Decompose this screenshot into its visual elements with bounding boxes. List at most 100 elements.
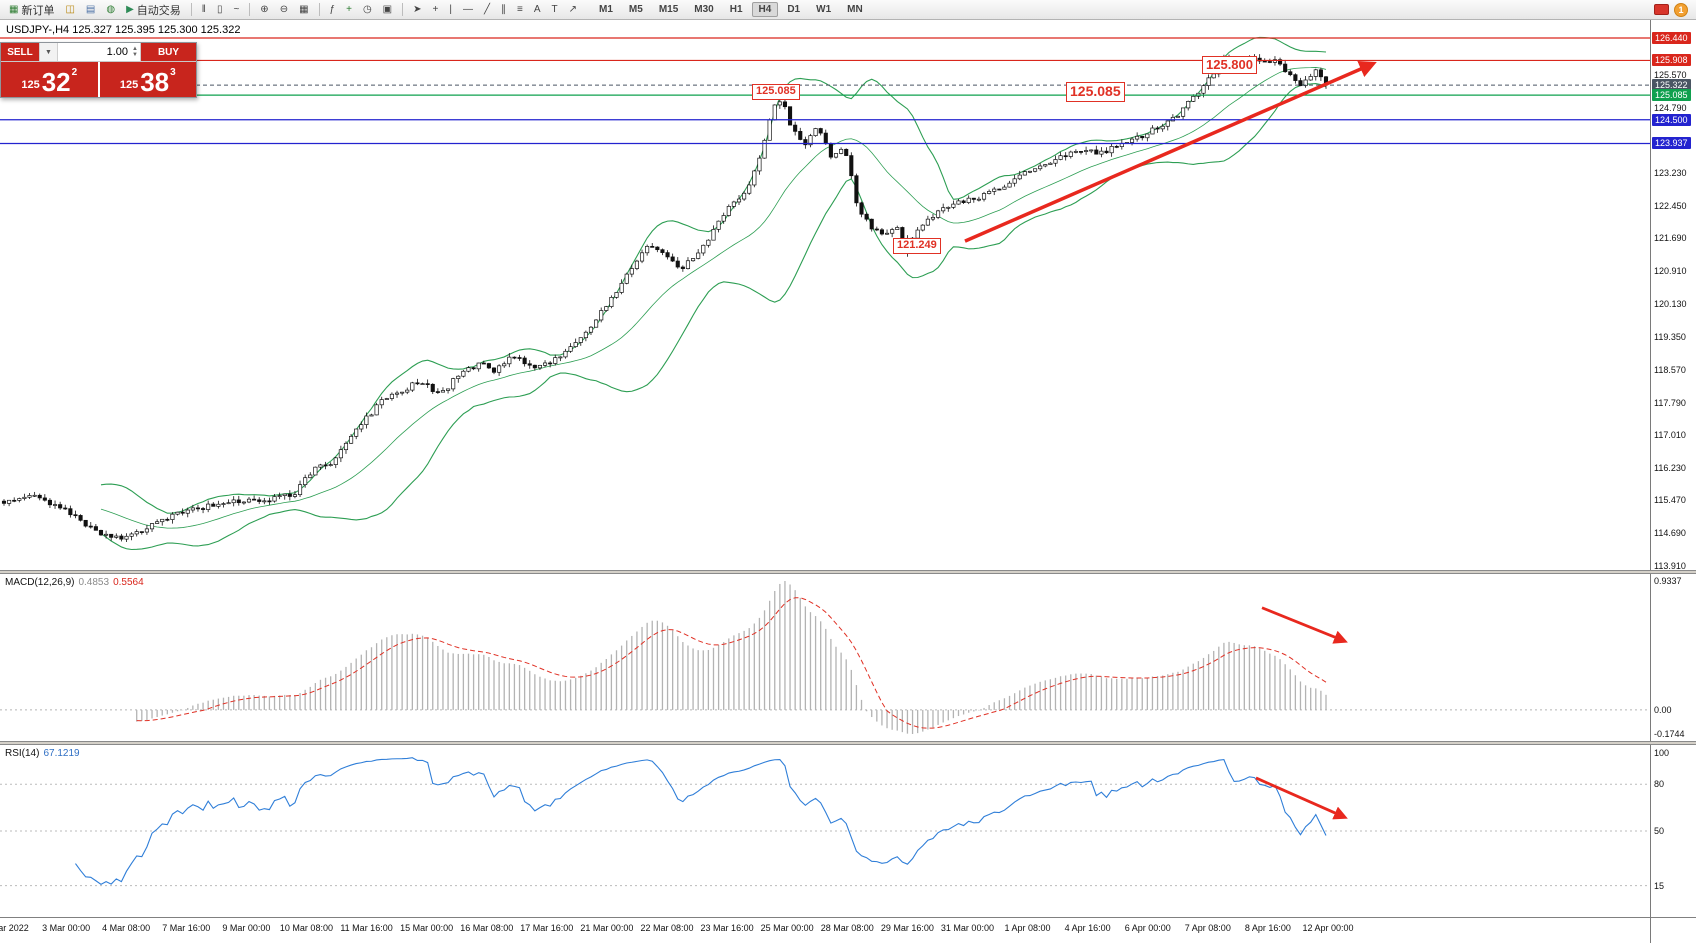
time-label: 9 Mar 00:00 bbox=[222, 923, 271, 933]
timeframe-mn[interactable]: MN bbox=[847, 4, 863, 15]
new-order-button[interactable]: ▦ 新订单 bbox=[4, 1, 59, 18]
text-button[interactable]: A bbox=[529, 1, 546, 18]
bid-integer: 125 bbox=[21, 79, 40, 91]
text-label-button[interactable]: T bbox=[547, 1, 563, 18]
bollinger-middle-line bbox=[100, 67, 1327, 529]
spin-up-icon[interactable]: ▲ bbox=[132, 46, 138, 52]
time-label: 12 Apr 00:00 bbox=[1302, 923, 1354, 933]
notification-badge[interactable]: 1 bbox=[1674, 2, 1688, 17]
time-label: 17 Mar 16:00 bbox=[520, 923, 574, 933]
timeframe-m30[interactable]: M30 bbox=[694, 4, 714, 15]
rsi-tick: 15 bbox=[1654, 880, 1665, 891]
crosshair-icon: + bbox=[432, 3, 439, 15]
price-line-badge: 125.085 bbox=[1652, 89, 1691, 102]
volume-field[interactable]: 1.00 ▲ ▼ bbox=[58, 43, 141, 61]
text-icon: A bbox=[533, 3, 541, 15]
price-chart-panel: USDJPY-,H4 125.327 125.395 125.300 125.3… bbox=[0, 20, 1650, 570]
rsi-chart-svg[interactable] bbox=[0, 745, 1650, 917]
macd-tick: 0.9337 bbox=[1654, 576, 1682, 586]
rsi-scale: 100 80 50 15 bbox=[1651, 745, 1696, 917]
vertical-line-button[interactable]: | bbox=[444, 1, 457, 18]
price-tick: 113.910 bbox=[1654, 561, 1686, 572]
autotrading-button[interactable]: ▶ 自动交易 bbox=[121, 1, 186, 18]
macd-panel: MACD(12,26,9) 0.4853 0.5564 bbox=[0, 574, 1650, 741]
price-tick: 123.230 bbox=[1654, 168, 1687, 179]
chart-candles-icon: ▯ bbox=[216, 3, 223, 15]
timeframe-w1[interactable]: W1 bbox=[816, 4, 832, 15]
candles-series bbox=[1, 54, 1329, 542]
text-label-icon: T bbox=[551, 3, 558, 15]
spin-down-icon[interactable]: ▼ bbox=[132, 52, 138, 58]
add-indicator-button[interactable]: + bbox=[341, 1, 357, 18]
time-label: 1 Apr 08:00 bbox=[1004, 923, 1051, 933]
chart-candles-button[interactable]: ▯ bbox=[212, 1, 228, 18]
ask-pips: 38 bbox=[140, 67, 170, 97]
sell-price[interactable]: 125 32 2 bbox=[1, 62, 98, 97]
price-tick: 119.350 bbox=[1654, 331, 1686, 342]
price-annotation[interactable]: 125.085 bbox=[752, 84, 800, 100]
panel-splitter[interactable] bbox=[0, 741, 1696, 745]
volume-value[interactable]: 1.00 bbox=[106, 46, 129, 58]
price-annotation[interactable]: 125.085 bbox=[1066, 82, 1125, 102]
macd-histogram bbox=[136, 581, 1327, 734]
buy-button[interactable]: BUY bbox=[141, 43, 196, 61]
ask-integer: 125 bbox=[119, 79, 139, 91]
horizontal-line-button[interactable]: — bbox=[458, 1, 478, 18]
cursor-icon: ➤ bbox=[413, 3, 422, 15]
symbol-info: USDJPY-,H4 125.327 125.395 125.300 125.3… bbox=[6, 24, 241, 36]
templates-button[interactable]: ▣ bbox=[378, 1, 397, 18]
price-annotation[interactable]: 125.800 bbox=[1202, 56, 1257, 75]
time-axis[interactable]: 3 Mar 2022 3 Mar 00:00 4 Mar 08:00 7 Mar 16… bbox=[0, 917, 1696, 943]
chart-bars-button[interactable]: ‖ bbox=[197, 1, 211, 18]
periods-button[interactable]: ◷ bbox=[358, 1, 377, 18]
price-tick: 117.010 bbox=[1654, 430, 1686, 441]
profiles-button[interactable]: ▤ bbox=[81, 1, 100, 18]
cursor-button[interactable]: ➤ bbox=[408, 1, 426, 18]
one-click-trading-widget: SELL ▼ 1.00 ▲ ▼ BUY 125 32 2 bbox=[0, 42, 197, 98]
trendline-button[interactable]: ╱ bbox=[479, 1, 495, 18]
time-label: 29 Mar 16:00 bbox=[880, 923, 934, 933]
panel-splitter[interactable] bbox=[0, 570, 1696, 574]
equidistant-channel-icon: ∥ bbox=[501, 3, 506, 15]
chart-region: USDJPY-,H4 125.327 125.395 125.300 125.3… bbox=[0, 20, 1696, 943]
vertical-line-icon: | bbox=[449, 3, 452, 15]
zoom-out-button[interactable]: ⊖ bbox=[275, 1, 293, 18]
volume-preset-dropdown[interactable]: ▼ bbox=[39, 43, 58, 61]
rsi-label: RSI(14) 67.1219 bbox=[5, 748, 80, 759]
indicators-button[interactable]: ƒ bbox=[325, 1, 341, 18]
price-tick: 122.450 bbox=[1654, 201, 1687, 212]
buy-price[interactable]: 125 38 3 bbox=[97, 62, 196, 97]
rsi-tick: 50 bbox=[1654, 826, 1665, 836]
timeframe-h1[interactable]: H1 bbox=[729, 4, 743, 15]
time-label: 15 Mar 00:00 bbox=[400, 923, 454, 933]
chart-line-icon: ~ bbox=[233, 3, 240, 15]
tile-windows-button[interactable]: ▦ bbox=[294, 1, 313, 18]
crosshair-button[interactable]: + bbox=[428, 1, 444, 18]
profiles-icon: ▤ bbox=[85, 3, 96, 15]
add-indicator-icon: + bbox=[346, 3, 352, 15]
price-chart-svg[interactable] bbox=[0, 20, 1650, 570]
chart-windows-button[interactable]: ◫ bbox=[60, 1, 79, 18]
sell-button[interactable]: SELL bbox=[1, 43, 39, 61]
zoom-in-button[interactable]: ⊕ bbox=[255, 1, 273, 18]
equidistant-channel-button[interactable]: ∥ bbox=[496, 1, 511, 18]
price-annotation[interactable]: 121.249 bbox=[893, 238, 941, 254]
fibonacci-button[interactable]: ≡ bbox=[512, 1, 528, 18]
toolbar-separator bbox=[249, 3, 251, 16]
new-order-label: 新订单 bbox=[21, 4, 55, 17]
time-label: 22 Mar 08:00 bbox=[640, 923, 694, 933]
timeframe-m15[interactable]: M15 bbox=[658, 4, 679, 15]
price-tick: 115.470 bbox=[1654, 495, 1686, 506]
chart-line-button[interactable]: ~ bbox=[228, 1, 244, 18]
timeframe-m5[interactable]: M5 bbox=[628, 4, 643, 15]
arrows-tool-icon: ↗ bbox=[568, 3, 578, 15]
timeframe-m1[interactable]: M1 bbox=[599, 4, 613, 15]
toolbar-separator bbox=[402, 3, 404, 16]
data-window-button[interactable]: ◍ bbox=[101, 1, 120, 18]
volume-spinner[interactable]: ▲ ▼ bbox=[132, 46, 138, 58]
timeframe-d1[interactable]: D1 bbox=[787, 4, 801, 15]
macd-chart-svg[interactable] bbox=[0, 574, 1650, 741]
timeframe-h4[interactable]: H4 bbox=[751, 2, 779, 17]
price-scale[interactable]: 125.570 124.790 123.230 122.450 121.690 120.9… bbox=[1651, 20, 1696, 572]
arrows-tool-button[interactable]: ↗ bbox=[564, 1, 582, 18]
